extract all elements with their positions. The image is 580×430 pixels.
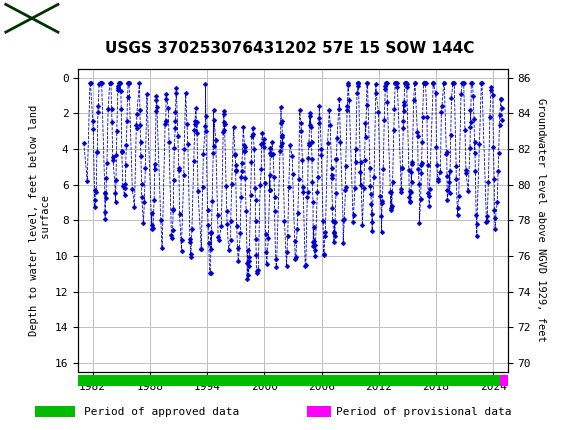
Text: Period of provisional data: Period of provisional data	[336, 407, 512, 417]
Bar	[307, 406, 331, 417]
Bar	[6, 4, 58, 32]
Y-axis label: Groundwater level above NGVD 1929, feet: Groundwater level above NGVD 1929, feet	[536, 98, 546, 342]
Text: USGS: USGS	[65, 11, 112, 26]
Y-axis label: Depth to water level, feet below land
 surface: Depth to water level, feet below land su…	[30, 105, 51, 336]
Bar	[35, 406, 75, 417]
Bar	[78, 375, 500, 386]
Text: USGS 370253076431202 57E 15 SOW 144C: USGS 370253076431202 57E 15 SOW 144C	[106, 41, 474, 56]
Text: Period of approved data: Period of approved data	[84, 407, 240, 417]
Bar	[500, 375, 508, 386]
